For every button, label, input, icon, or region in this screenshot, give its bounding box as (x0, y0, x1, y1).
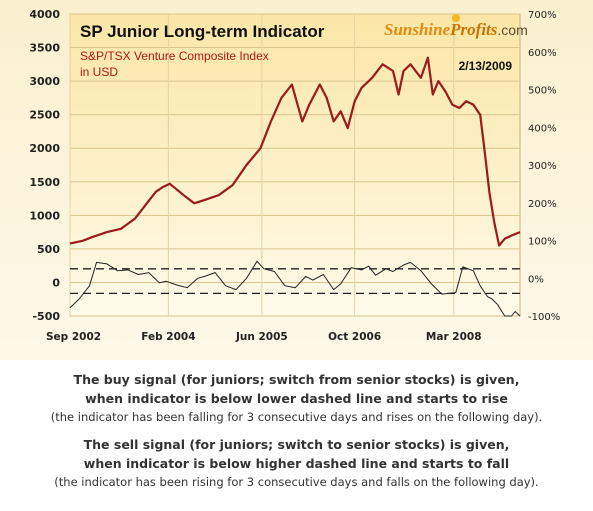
y-tick-left: 3000 (29, 75, 60, 88)
y-tick-right: 0% (528, 274, 544, 285)
y-tick-right: 500% (528, 86, 557, 97)
series-layer (69, 56, 521, 317)
y-tick-right: 700% (528, 10, 557, 21)
threshold-lines (70, 268, 520, 295)
x-tick: Feb 2004 (141, 331, 195, 343)
brand-part2: Profits (449, 20, 498, 39)
y-tick-left: 3500 (29, 42, 60, 55)
buy-signal-line2: when indicator is below lower dashed lin… (85, 391, 508, 406)
y-tick-left: 2500 (29, 109, 60, 122)
y-tick-right: 200% (528, 199, 557, 210)
y-tick-left: 1000 (29, 209, 60, 222)
brand-suffix: .com (497, 22, 527, 38)
y-tick-left: 500 (37, 243, 60, 256)
y-tick-left: -500 (32, 310, 60, 323)
y-tick-left: 4000 (29, 8, 60, 21)
chart-container: 4000 3500 3000 2500 2000 1500 1000 500 0 -500 700… (0, 0, 593, 360)
y-tick-right: -100% (528, 312, 560, 323)
gridlines (69, 13, 520, 317)
chart-svg: 4000 3500 3000 2500 2000 1500 1000 500 0 -500 700… (0, 0, 593, 360)
x-tick: Mar 2008 (426, 331, 482, 343)
y-tick-left: 2000 (29, 142, 60, 155)
x-tick: Oct 2006 (328, 331, 381, 343)
brand-text: SunshineProfits.com (384, 20, 528, 39)
buy-signal-line1: The buy signal (for juniors; switch from… (73, 372, 520, 387)
y-axis-left-ticks: 4000 3500 3000 2500 2000 1500 1000 500 0 -500 (29, 8, 60, 323)
sell-signal-line2: when indicator is below higher dashed li… (83, 456, 510, 471)
y-tick-left: 0 (52, 276, 60, 289)
caption: The buy signal (for juniors; switch from… (0, 370, 593, 492)
indicator-series-line (69, 260, 521, 317)
buy-signal-line3: (the indicator has been falling for 3 co… (50, 410, 543, 424)
y-tick-right: 100% (528, 237, 557, 248)
index-series-line (69, 56, 521, 247)
brand-part1: Sunshine (384, 20, 451, 39)
sell-signal-line1: The sell signal (for juniors; switch to … (83, 437, 510, 452)
y-tick-right: 600% (528, 48, 557, 59)
chart-title: SP Junior Long-term Indicator (80, 22, 325, 41)
y-tick-right: 400% (528, 123, 557, 134)
x-tick: Jun 2005 (235, 331, 288, 343)
sun-icon (452, 14, 460, 22)
y-tick-right: 300% (528, 161, 557, 172)
chart-date: 2/13/2009 (459, 59, 513, 73)
chart-subtitle-line2: in USD (80, 65, 118, 79)
x-axis-ticks: Sep 2002 Feb 2004 Jun 2005 Oct 2006 Mar 2008 (46, 331, 482, 343)
chart-subtitle-line1: S&P/TSX Venture Composite Index (80, 49, 269, 63)
brand-logo: SunshineProfits.com (384, 14, 528, 39)
sell-signal-line3: (the indicator has been rising for 3 con… (54, 475, 539, 489)
y-axis-right-ticks: 700% 600% 500% 400% 300% 200% 100% 0% -100% (528, 10, 560, 323)
x-tick: Sep 2002 (46, 331, 101, 343)
plot-area (69, 13, 521, 317)
y-tick-left: 1500 (29, 176, 60, 189)
